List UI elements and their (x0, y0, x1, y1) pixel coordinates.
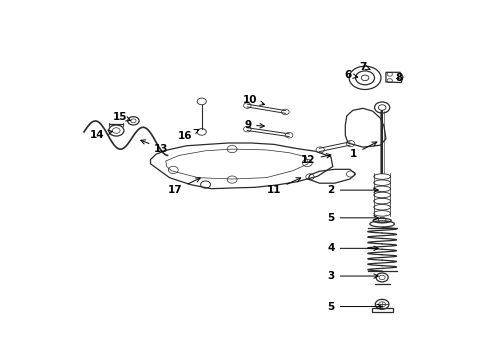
Text: 17: 17 (168, 178, 200, 195)
Text: 5: 5 (327, 302, 382, 311)
Text: 10: 10 (243, 95, 265, 105)
Text: 8: 8 (395, 73, 403, 83)
Text: 15: 15 (113, 112, 131, 122)
Text: 7: 7 (360, 62, 370, 72)
Text: 9: 9 (244, 120, 265, 130)
Text: 5: 5 (327, 213, 378, 223)
Text: 6: 6 (344, 70, 358, 80)
Text: 3: 3 (327, 271, 378, 281)
Text: 14: 14 (90, 130, 113, 140)
Text: 4: 4 (327, 243, 378, 253)
Text: 16: 16 (178, 130, 199, 141)
Text: 2: 2 (327, 185, 378, 195)
Text: 11: 11 (267, 178, 301, 195)
Text: 1: 1 (350, 142, 377, 159)
Text: 13: 13 (141, 140, 169, 153)
Bar (371, 308, 393, 311)
Text: 12: 12 (301, 154, 331, 165)
